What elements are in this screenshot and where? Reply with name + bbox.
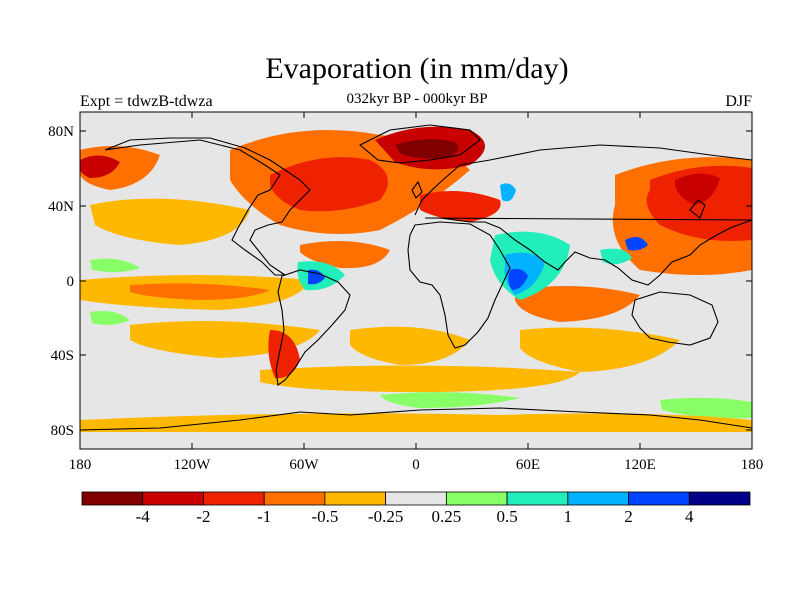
colorbar-swatch — [203, 491, 265, 506]
anomaly-tropical-atlantic — [300, 241, 390, 269]
lon-label-60w: 60W — [289, 457, 319, 473]
anomaly-southern-green — [380, 392, 520, 408]
lon-label-120w: 120W — [174, 457, 212, 473]
lat-tick-labels: 80N 40N 0 40S 80S — [48, 124, 74, 439]
anomaly-south-atlantic — [350, 326, 470, 365]
coastline-japan — [689, 199, 706, 219]
lat-label-80s: 80S — [51, 423, 74, 439]
colorbar-label: -4 — [136, 507, 151, 526]
colorbar-swatch — [263, 491, 326, 506]
lon-label-180e: 180 — [741, 457, 764, 473]
colorbar-swatch — [506, 491, 569, 506]
lon-label-180w: 180 — [69, 457, 92, 473]
coastlines — [80, 124, 752, 431]
anomaly-europe — [420, 191, 501, 222]
anomaly-south-indian — [520, 327, 680, 372]
anomaly-caspian — [500, 183, 516, 202]
anomaly-southern-cyan — [600, 248, 632, 265]
anomaly-arabian-sea-max — [508, 268, 528, 290]
anomaly-indian-ocean-east — [515, 286, 640, 322]
coastline-greenland — [359, 124, 481, 164]
colorbar-label: 4 — [685, 507, 694, 526]
coastline-uk — [411, 180, 423, 199]
coastline-eurasia — [414, 144, 752, 286]
anomaly-greenland-core — [395, 139, 459, 159]
colorbar-label: 0.5 — [496, 507, 517, 526]
lon-tick-labels: 180 120W 60W 0 60E 120E 180 — [69, 457, 764, 473]
colorbar-label: 1 — [564, 507, 573, 526]
colorbar-swatch — [445, 491, 508, 506]
anomaly-north-atlantic-core — [270, 157, 388, 212]
anomaly-pacific-green-2 — [90, 311, 130, 325]
colorbar-swatch — [142, 491, 204, 506]
colorbar-label: -0.25 — [368, 507, 403, 526]
anomaly-southern-ocean — [260, 365, 580, 392]
anomaly-north-pacific-mid — [90, 198, 250, 245]
evaporation-field — [80, 126, 752, 432]
experiment-label: Expt = tdwzB-tdwza — [80, 93, 213, 110]
colorbar-swatch — [81, 491, 144, 506]
colorbar-swatch — [628, 491, 690, 506]
lat-label-40s: 40S — [51, 348, 74, 364]
anomaly-pacific-green-1 — [90, 258, 140, 273]
lat-label-40n: 40N — [48, 199, 74, 215]
anomaly-equatorial-atlantic-core — [308, 269, 325, 285]
lon-label-120e: 120E — [624, 457, 656, 473]
anomaly-kuroshio — [675, 173, 720, 205]
lon-label-60e: 60E — [516, 457, 540, 473]
map-ticks — [80, 112, 752, 449]
figure-title: Evaporation (in mm/day) — [265, 52, 569, 85]
lat-label-eq: 0 — [67, 274, 75, 290]
anomaly-east-asia — [625, 236, 648, 251]
anomaly-tropical-pacific-core — [130, 283, 270, 300]
coastline-australia — [631, 291, 719, 346]
lon-label-0: 0 — [412, 457, 420, 473]
coastline-north-america — [104, 137, 311, 276]
coastline-south-america — [275, 269, 351, 386]
colorbar-label: -1 — [257, 507, 271, 526]
colorbar-swatch — [567, 491, 629, 506]
figure-subtitle: 032kyr BP - 000kyr BP — [346, 91, 488, 107]
season-label: DJF — [725, 93, 752, 110]
colorbar-swatch — [688, 491, 751, 506]
lat-label-80n: 80N — [48, 124, 74, 140]
colorbar-label: 2 — [624, 507, 633, 526]
colorbar-label: -0.5 — [311, 507, 338, 526]
coastline-africa — [407, 221, 511, 349]
colorbar-label: 0.25 — [431, 507, 461, 526]
anomaly-antarctic-yellow — [80, 413, 752, 432]
colorbar-label: -2 — [196, 507, 210, 526]
colorbar-swatch — [324, 491, 387, 506]
anomaly-north-pacific-west-core — [80, 155, 120, 178]
anomaly-southern-green-east — [660, 397, 752, 419]
colorbar: -4 -2 -1 -0.5 -0.25 0.25 0.5 1 2 4 — [81, 491, 751, 526]
coastline-antarctica — [80, 407, 752, 431]
colorbar-swatch — [385, 491, 447, 506]
